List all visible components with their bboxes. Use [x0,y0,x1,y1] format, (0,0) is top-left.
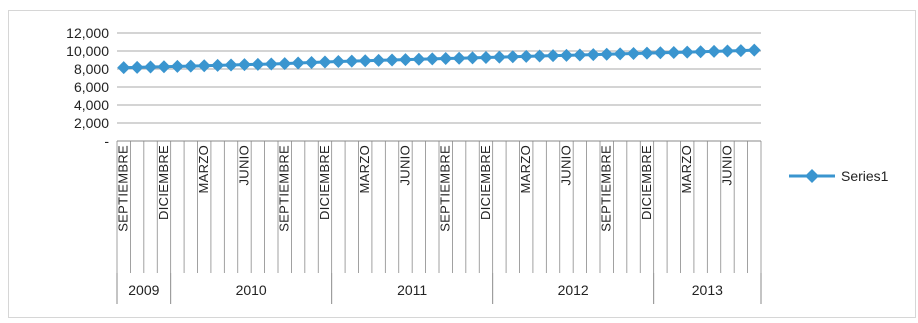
x-tick-label: MARZO [196,145,211,193]
y-tick-label: 4,000 [74,97,109,113]
data-point [425,52,439,66]
data-point [130,60,144,74]
x-tick-label: DICIEMBRE [156,145,171,220]
y-tick-label: 8,000 [74,61,109,77]
data-point [331,54,345,68]
year-label: 2011 [397,282,427,298]
data-point [264,57,278,71]
data-point [412,52,426,66]
x-tick-label: MARZO [679,145,694,193]
data-point [197,59,211,73]
y-axis: - 2,000 4,000 6,000 8,000 10,000 12,000 [66,25,109,149]
data-point [707,44,721,58]
data-point [694,45,708,59]
y-tick-label: 6,000 [74,79,109,95]
legend: Series1 [789,168,889,184]
chart-frame: - 2,000 4,000 6,000 8,000 10,000 12,000 SEPTIE… [8,10,916,318]
data-point [385,53,399,67]
year-label: 2010 [236,282,267,298]
year-label: 2012 [558,282,589,298]
data-point [519,49,533,63]
data-point [237,58,251,72]
legend-label: Series1 [841,168,889,184]
data-point [640,46,654,60]
data-point [680,45,694,59]
data-point [318,55,332,69]
data-point [358,54,372,68]
data-point [546,49,560,63]
data-point [492,50,506,64]
data-point [573,48,587,62]
x-axis: SEPTIEMBRE DICIEMBRE MARZO JUNIO SEPTIEMBRE D… [116,141,762,304]
data-point [653,46,667,60]
data-point [224,58,238,72]
x-tick-label: MARZO [357,145,372,193]
data-point [600,47,614,61]
x-tick-label: JUNIO [236,145,251,186]
legend-marker [805,169,819,183]
data-point [211,58,225,72]
data-point [398,53,412,67]
data-point [345,54,359,68]
x-tick-label: JUNIO [719,145,734,186]
data-point [291,56,305,70]
data-point [157,60,171,74]
x-tick-label: DICIEMBRE [639,145,654,220]
x-tick-label: SEPTIEMBRE [277,145,292,232]
gridlines [117,32,761,142]
year-label: 2013 [692,282,723,298]
data-point [720,44,734,58]
data-point [747,43,761,57]
data-point [613,47,627,61]
data-point [305,56,319,70]
data-point [479,50,493,64]
data-point [251,57,265,71]
data-point [533,49,547,63]
data-point [559,48,573,62]
data-point [667,45,681,59]
data-point [439,52,453,66]
data-point [278,57,292,71]
x-tick-label: JUNIO [558,145,573,186]
x-tick-label: DICIEMBRE [317,145,332,220]
data-point [117,61,131,75]
x-tick-label: SEPTIEMBRE [599,145,614,232]
y-tick-label: 12,000 [66,25,109,41]
data-point [372,53,386,67]
data-point [466,51,480,65]
x-tick-label: SEPTIEMBRE [438,145,453,232]
data-point [506,50,520,64]
x-tick-label: JUNIO [397,145,412,186]
data-point [627,47,641,61]
y-tick-label: - [104,133,109,149]
x-tick-label: MARZO [518,145,533,193]
y-tick-label: 2,000 [74,115,109,131]
data-point [586,48,600,62]
year-label: 2009 [128,282,159,298]
data-point [184,59,198,73]
data-point [170,59,184,73]
x-tick-label: SEPTIEMBRE [116,145,131,232]
line-chart: - 2,000 4,000 6,000 8,000 10,000 12,000 SEPTIE… [66,25,889,304]
x-tick-label: DICIEMBRE [478,145,493,220]
data-point [734,44,748,58]
series-layer [117,43,761,75]
data-point [144,60,158,74]
data-point [452,51,466,65]
y-tick-label: 10,000 [66,43,109,59]
